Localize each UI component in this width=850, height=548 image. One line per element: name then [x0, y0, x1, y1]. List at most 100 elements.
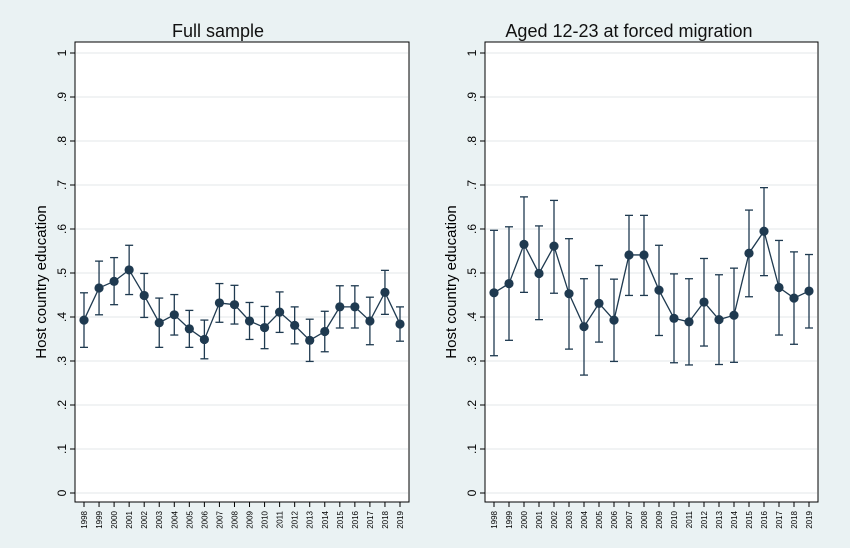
y-tick-label: .3 — [465, 356, 479, 366]
x-tick-label: 2007 — [625, 510, 634, 528]
data-point — [275, 307, 285, 317]
x-tick-label: 2007 — [215, 510, 224, 528]
y-tick-label: .1 — [55, 444, 69, 454]
data-point — [669, 313, 679, 323]
chart-panel-1: 0 .1 .2 .3 .4 .5 .6 .7 .8 .9 1 1998 1999 2000 2001 2002… — [33, 21, 410, 529]
y-tick-label: .6 — [465, 224, 479, 234]
data-point — [609, 315, 619, 325]
y-tick-label: .7 — [55, 180, 69, 190]
y-tick-label: .8 — [55, 136, 69, 146]
y-tick-label: .5 — [465, 268, 479, 278]
data-point — [804, 286, 814, 296]
x-tick-label: 1998 — [490, 510, 499, 528]
x-tick-label: 1998 — [80, 510, 89, 528]
x-tick-label: 2000 — [110, 510, 119, 528]
y-tick-label: 1 — [55, 49, 69, 56]
data-point — [229, 300, 240, 310]
data-point — [639, 250, 649, 260]
x-tick-label: 2004 — [580, 510, 589, 528]
data-point — [654, 285, 664, 295]
data-point — [305, 335, 315, 345]
data-point — [79, 315, 89, 325]
x-tick-label: 2004 — [170, 510, 179, 528]
data-point — [320, 326, 330, 337]
data-point — [624, 250, 634, 260]
y-tick-label: .6 — [55, 224, 69, 234]
data-point — [489, 288, 499, 298]
x-tick-label: 2017 — [775, 510, 784, 528]
data-point — [684, 317, 694, 327]
y-axis-label: Host country education — [443, 205, 460, 358]
x-tick-label: 2016 — [760, 510, 769, 528]
data-point — [519, 239, 529, 249]
y-tick-label: .9 — [55, 92, 69, 102]
data-point — [579, 322, 589, 332]
x-tick-label: 2012 — [291, 510, 300, 528]
y-axis-label: Host country education — [33, 205, 50, 358]
y-tick-label: .5 — [55, 268, 69, 278]
y-tick-label: .4 — [55, 312, 69, 322]
data-point — [759, 226, 769, 236]
y-tick-label: .3 — [55, 356, 69, 366]
x-tick-label: 2014 — [321, 510, 330, 528]
x-tick-label: 2002 — [550, 510, 559, 528]
y-tick-label: .8 — [465, 136, 479, 146]
x-tick-label: 2009 — [246, 510, 255, 528]
data-point — [350, 302, 360, 312]
x-tick-label: 2003 — [565, 510, 574, 528]
series-line — [83, 268, 401, 342]
x-tick-label: 2013 — [306, 510, 315, 528]
data-point — [714, 315, 724, 325]
x-tick-label: 2005 — [595, 510, 604, 528]
y-tick-label: .2 — [465, 400, 479, 410]
x-tick-label: 2013 — [715, 510, 724, 528]
x-tick-label: 2002 — [140, 510, 149, 528]
data-point — [504, 278, 514, 289]
chart-panel-2: 0 .1 .2 .3 .4 .5 .6 .7 .8 .9 1 1998 1999 2000 2001 2002… — [425, 0, 850, 548]
x-tick-label: 2012 — [700, 510, 709, 528]
x-tick-label: 2000 — [520, 510, 529, 528]
data-point — [169, 310, 179, 320]
x-tick-label: 2018 — [790, 510, 799, 528]
data-point — [534, 268, 544, 279]
x-tick-label: 1999 — [95, 510, 104, 528]
data-point — [154, 318, 164, 328]
data-point — [259, 322, 270, 333]
x-tick-label: 2015 — [745, 510, 754, 528]
x-tick-label: 2017 — [366, 510, 375, 528]
data-point — [124, 265, 134, 275]
x-tick-label: 2008 — [230, 510, 239, 528]
data-point — [184, 324, 194, 334]
data-point — [594, 298, 604, 308]
data-point — [549, 241, 559, 251]
x-tick-label: 1999 — [505, 510, 514, 528]
x-tick-label: 2011 — [276, 510, 285, 528]
data-point — [290, 320, 300, 330]
data-point — [729, 310, 739, 320]
x-tick-label: 2006 — [200, 510, 209, 528]
data-point — [109, 276, 119, 286]
x-tick-label: 2011 — [685, 510, 694, 528]
data-point — [244, 316, 255, 326]
x-tick-label: 2010 — [670, 510, 679, 528]
chart-title: Full sample — [172, 21, 264, 41]
x-tick-label: 2014 — [730, 510, 739, 528]
x-tick-label: 2015 — [336, 510, 345, 528]
y-tick-label: .1 — [465, 444, 479, 454]
data-point — [139, 290, 149, 301]
y-tick-label: .9 — [465, 92, 479, 102]
x-tick-label: 2001 — [535, 510, 544, 528]
x-tick-label: 2003 — [155, 510, 164, 528]
data-point — [699, 297, 709, 307]
x-tick-label: 2019 — [396, 510, 405, 528]
data-point — [365, 316, 375, 326]
y-tick-label: .2 — [55, 400, 69, 410]
data-point — [395, 319, 405, 329]
y-tick-label: 0 — [465, 489, 479, 496]
x-tick-label: 2008 — [640, 510, 649, 528]
x-tick-label: 2010 — [261, 510, 270, 528]
data-point — [744, 248, 754, 258]
y-tick-label: 1 — [465, 49, 479, 56]
x-tick-label: 2016 — [351, 510, 360, 528]
